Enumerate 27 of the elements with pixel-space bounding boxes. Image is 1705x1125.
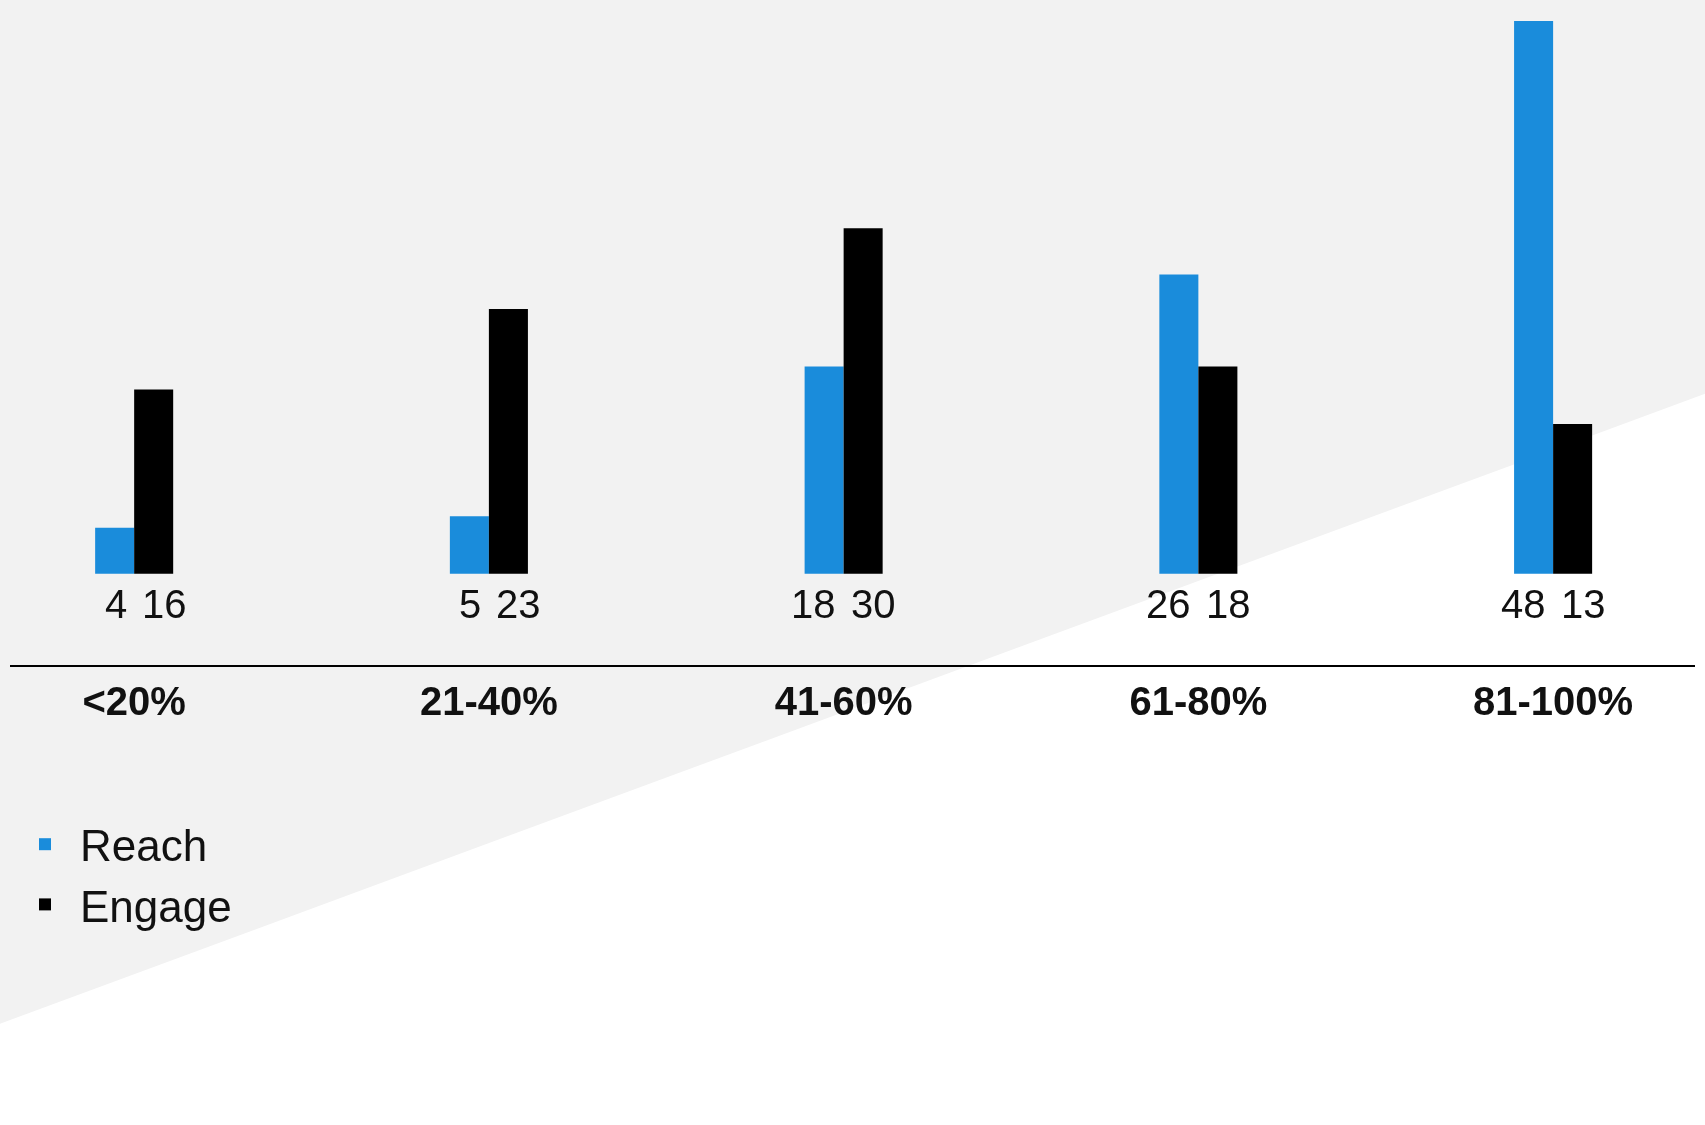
bar [1553,424,1593,574]
data-label: 18 [791,582,836,626]
x-tick-label: 61-80% [1129,679,1268,723]
bar [843,228,883,574]
data-label: 4 [105,582,128,626]
x-tick-label: 21-40% [419,679,558,723]
bar [1198,366,1238,574]
data-label: 23 [496,582,541,626]
bar [449,516,489,574]
bar [134,389,174,574]
x-tick-label: 81-100% [1473,679,1634,723]
data-label: 48 [1501,582,1546,626]
bar [1159,274,1199,574]
data-label: 13 [1561,582,1606,626]
bar [804,366,844,574]
bar [95,527,135,574]
legend-label: Reach [80,821,208,871]
data-label: 5 [459,582,482,626]
data-label: 18 [1206,582,1251,626]
data-label: 30 [851,582,896,626]
bar [1514,21,1554,574]
bar [488,308,528,574]
x-tick-label: <20% [82,679,186,723]
data-label: 16 [142,582,187,626]
legend-label: Engage [80,881,232,931]
x-tick-label: 41-60% [774,679,913,723]
data-label: 26 [1146,582,1191,626]
